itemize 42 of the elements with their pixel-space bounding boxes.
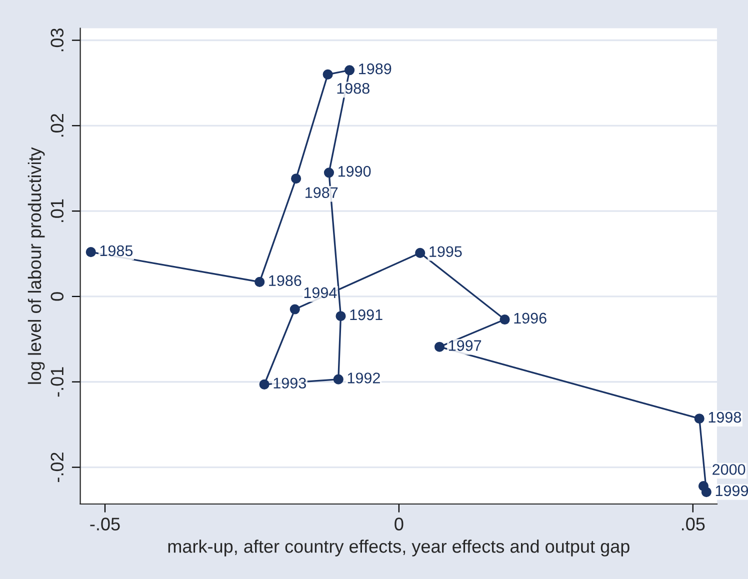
annotation: 1999: [716, 485, 748, 496]
point: [333, 374, 344, 384]
x-axis-title: mark-up, after country effects, year effects and output gap: [168, 540, 630, 556]
annotation: 1987: [306, 187, 338, 198]
annotation: 1993: [274, 378, 306, 389]
y-axis-title: log level of labour productivity: [28, 147, 45, 384]
point: [290, 304, 300, 314]
point: [698, 481, 709, 492]
annotation: 1992: [348, 372, 380, 384]
annotation: 1996: [514, 312, 546, 324]
annotation: 1994: [304, 287, 337, 298]
x-tick-label: .05: [682, 518, 705, 530]
annotation: 1998: [708, 412, 742, 423]
y-tick-label: .02: [50, 114, 64, 137]
y-tick-label: .01: [50, 199, 64, 222]
annotation: 1985: [100, 245, 133, 256]
annotation: 1990: [338, 166, 371, 177]
y-tick-label: 0: [50, 292, 64, 301]
annotation: 1986: [269, 275, 302, 286]
x-tick-label: 0: [394, 518, 404, 530]
y-tick-label: -.02: [50, 452, 64, 482]
point: [259, 379, 270, 390]
point: [500, 314, 510, 325]
annotation: 1988: [337, 82, 370, 94]
point: [415, 248, 426, 258]
annotation: 1995: [430, 246, 462, 258]
annotation: 1991: [350, 309, 382, 320]
point: [336, 311, 346, 322]
point: [291, 174, 302, 184]
point: [434, 342, 445, 352]
point: [324, 168, 334, 178]
annotation: 1997: [449, 340, 482, 351]
point: [694, 414, 704, 424]
x-tick-label: -.05: [90, 518, 120, 530]
point: [86, 247, 96, 258]
point: [344, 65, 355, 76]
annotation: 1989: [359, 63, 392, 74]
y-tick-label: -.01: [50, 367, 64, 397]
annotation: 2000: [712, 464, 746, 475]
point: [254, 276, 265, 287]
y-tick-label: .03: [50, 28, 64, 52]
point: [322, 69, 333, 80]
